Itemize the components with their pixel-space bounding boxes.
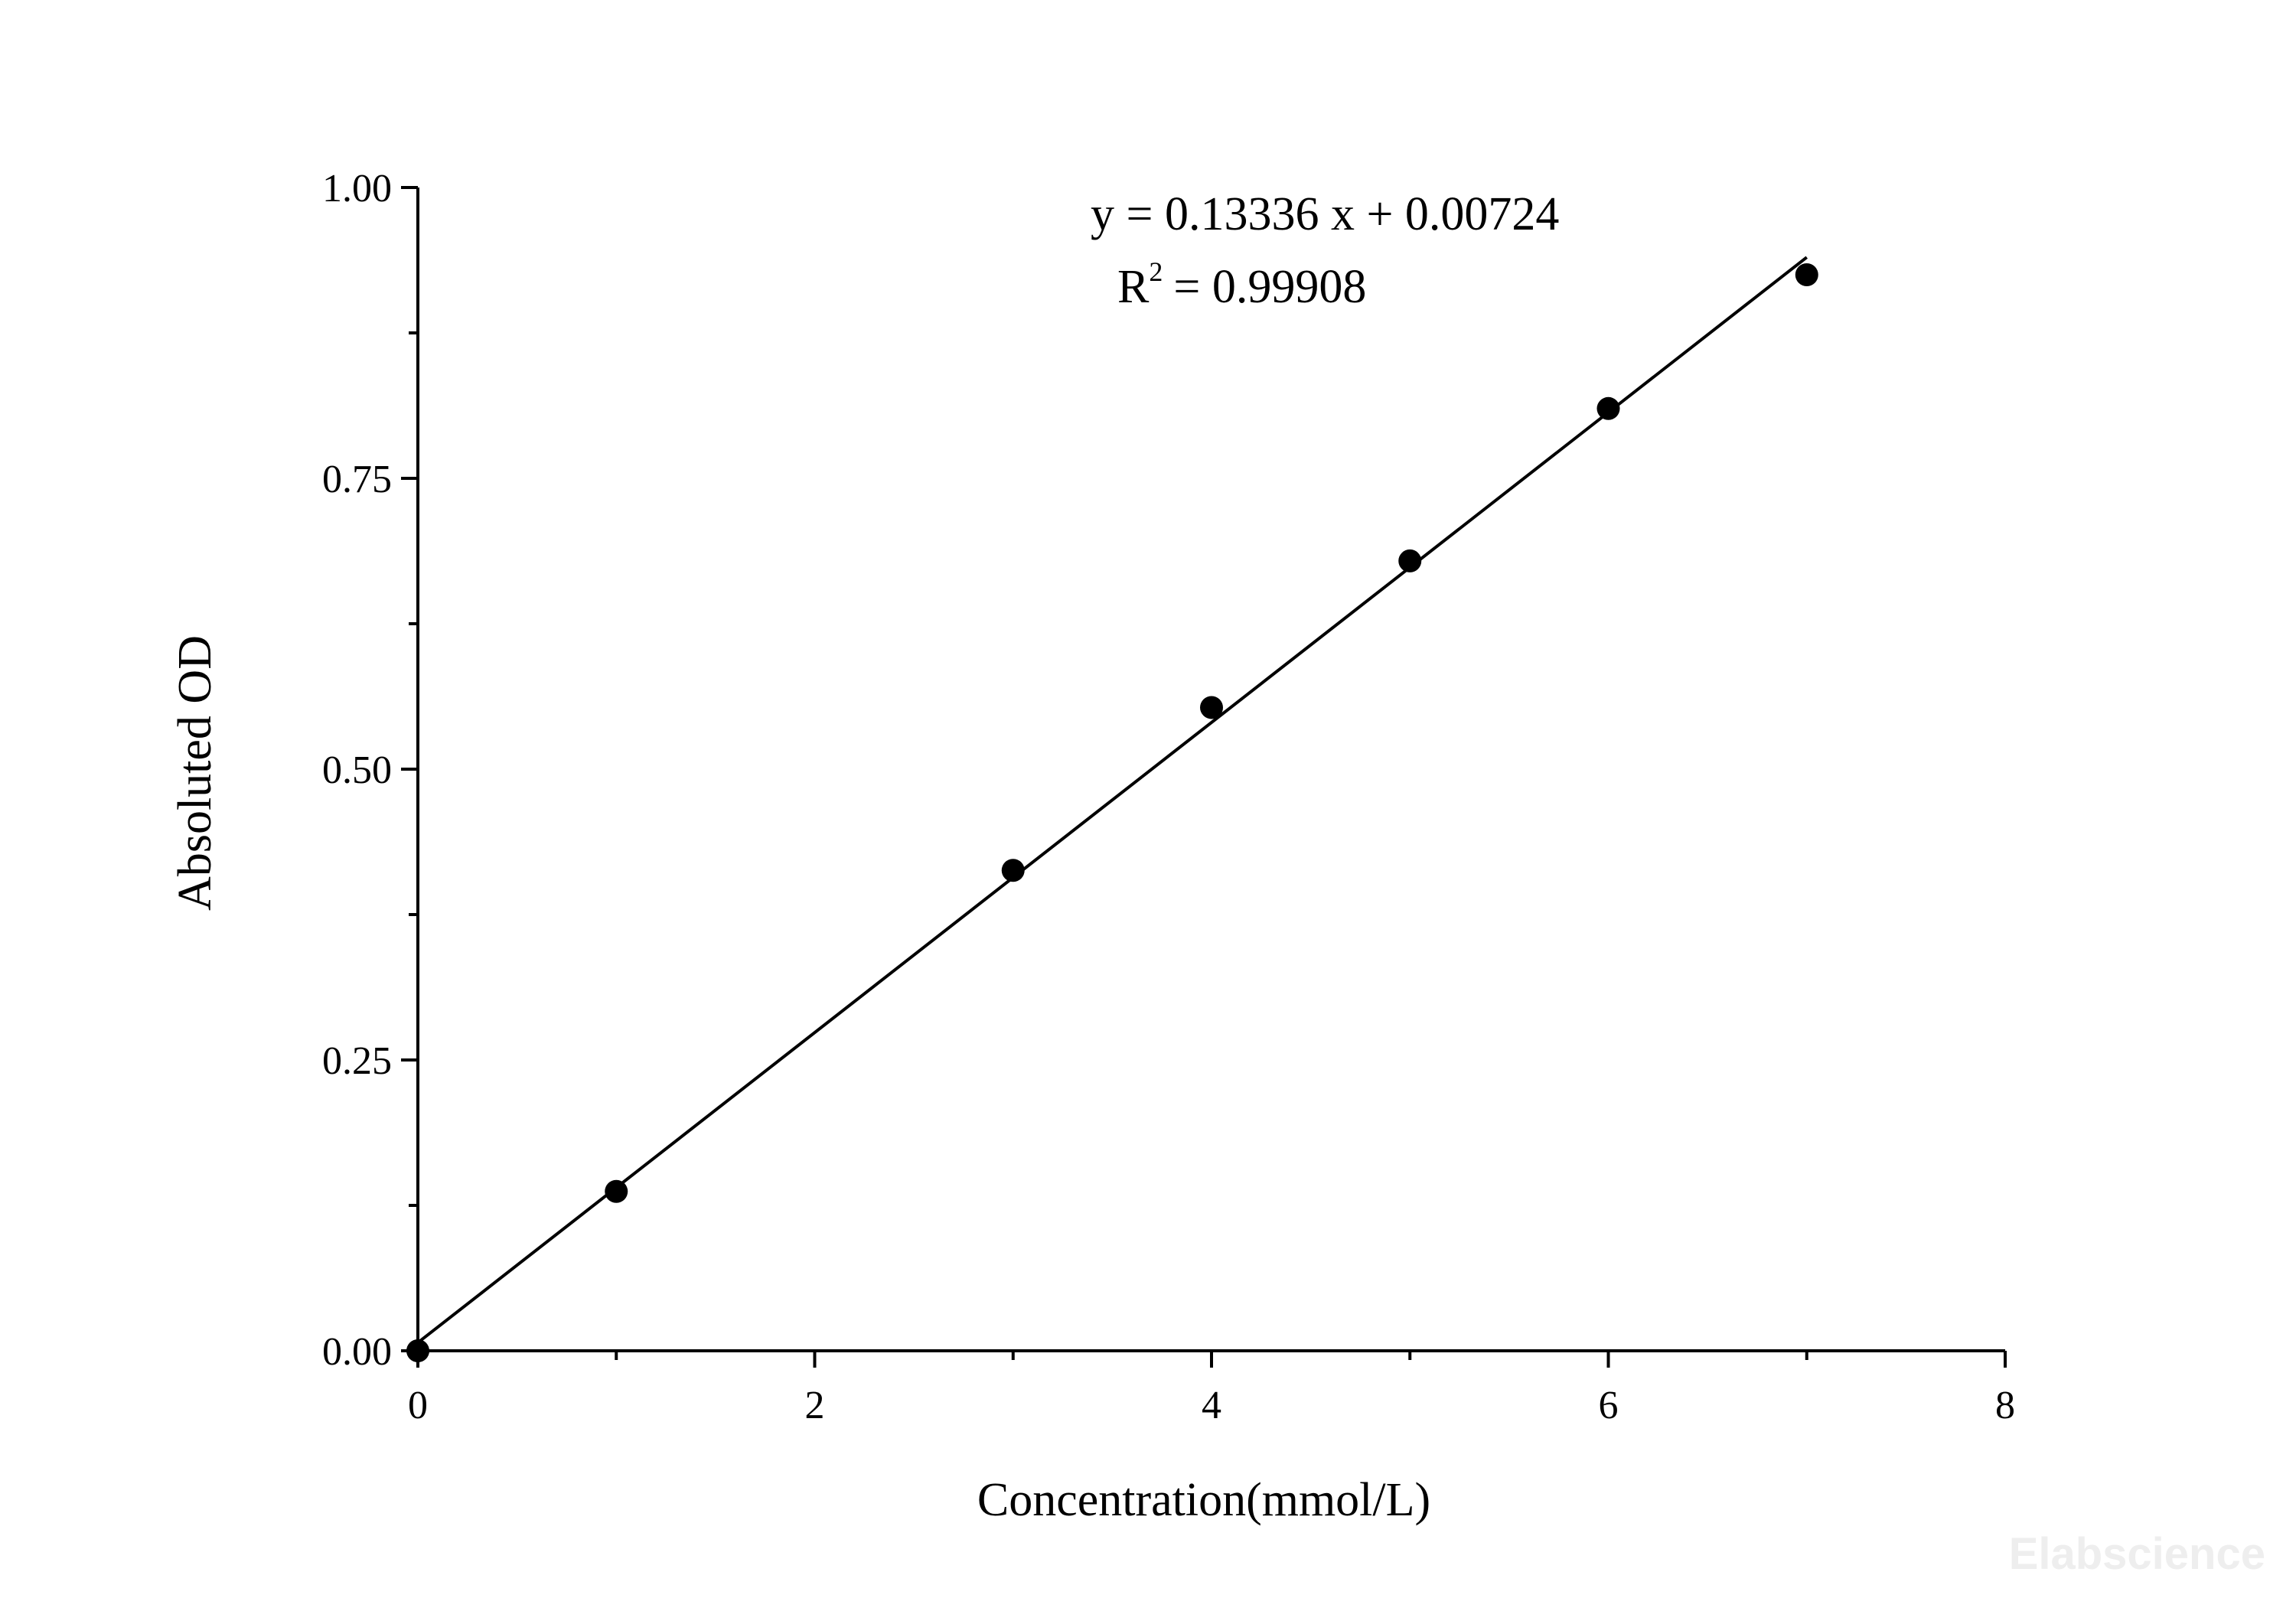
- watermark: Elabscience: [2009, 1529, 2265, 1579]
- y-tick-label: 0.75: [322, 458, 392, 501]
- x-tick-label: 6: [1599, 1384, 1619, 1427]
- x-axis-title: Concentration(mmol/L): [977, 1474, 1430, 1526]
- data-point: [1398, 549, 1422, 572]
- y-tick-label: 0.25: [322, 1039, 392, 1083]
- y-tick-label: 0.50: [322, 748, 392, 792]
- r-rest: = 0.99908: [1173, 261, 1366, 313]
- x-tick-label: 8: [1995, 1384, 2015, 1427]
- r-base: R: [1117, 261, 1150, 313]
- y-tick-label: 0.00: [322, 1330, 392, 1374]
- r-squared: R2 = 0.99908: [1117, 256, 1366, 313]
- y-axis-title: Absoluted OD: [169, 635, 221, 911]
- r-sup: 2: [1149, 256, 1163, 287]
- y-tick-label: 1.00: [322, 167, 392, 210]
- fit-line: [416, 256, 1808, 1344]
- data-point: [1001, 859, 1025, 882]
- data-point: [1596, 396, 1620, 420]
- x-tick-label: 2: [805, 1384, 825, 1427]
- equation: y = 0.13336 x + 0.00724: [1091, 188, 1559, 240]
- data-point: [406, 1339, 429, 1362]
- data-point: [1795, 263, 1818, 286]
- data-point: [1200, 696, 1223, 719]
- x-tick-label: 4: [1202, 1384, 1221, 1427]
- x-tick-label: 0: [408, 1384, 428, 1427]
- data-point: [605, 1179, 628, 1203]
